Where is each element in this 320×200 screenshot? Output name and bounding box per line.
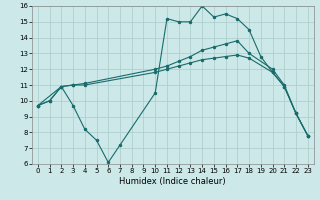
X-axis label: Humidex (Indice chaleur): Humidex (Indice chaleur) — [119, 177, 226, 186]
